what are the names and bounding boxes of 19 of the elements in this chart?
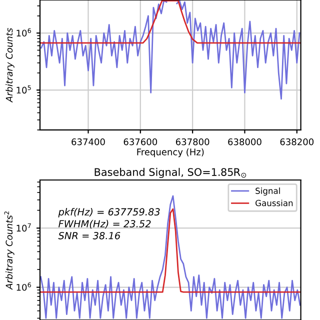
y-axis-title: Arbitrary Counts — [6, 28, 14, 103]
y-tick-label: 10$^{7}$ — [16, 223, 31, 232]
chart-title: Baseband Signal, SO=1.85R$_{⊙}$ — [94, 168, 246, 178]
y-tick-label: 10$^{6}$ — [16, 282, 31, 291]
x-tick-label: 637600 — [124, 138, 158, 146]
line-series — [40, 208, 301, 293]
annotation: SNR = 38.16 — [58, 232, 120, 240]
y-tick-label: 10$^{5}$ — [16, 85, 31, 94]
legend-label: Gaussian — [256, 200, 293, 206]
x-axis-title: Frequency (Hz) — [137, 148, 204, 158]
y-tick-label: 10$^{6}$ — [16, 28, 31, 37]
x-tick-label: 637800 — [176, 138, 210, 146]
y-axis-title: Arbitrary Counts$^{2}$ — [4, 212, 14, 290]
legend-label: Signal — [256, 188, 280, 196]
x-tick-label: 638000 — [228, 138, 262, 146]
x-tick-label: 637400 — [72, 138, 105, 146]
x-tick-label: 638200 — [280, 138, 314, 146]
annotation: pkf(Hz) = 637759.83 — [58, 208, 160, 218]
annotation: FWHM(Hz) = 23.52 — [58, 220, 151, 229]
